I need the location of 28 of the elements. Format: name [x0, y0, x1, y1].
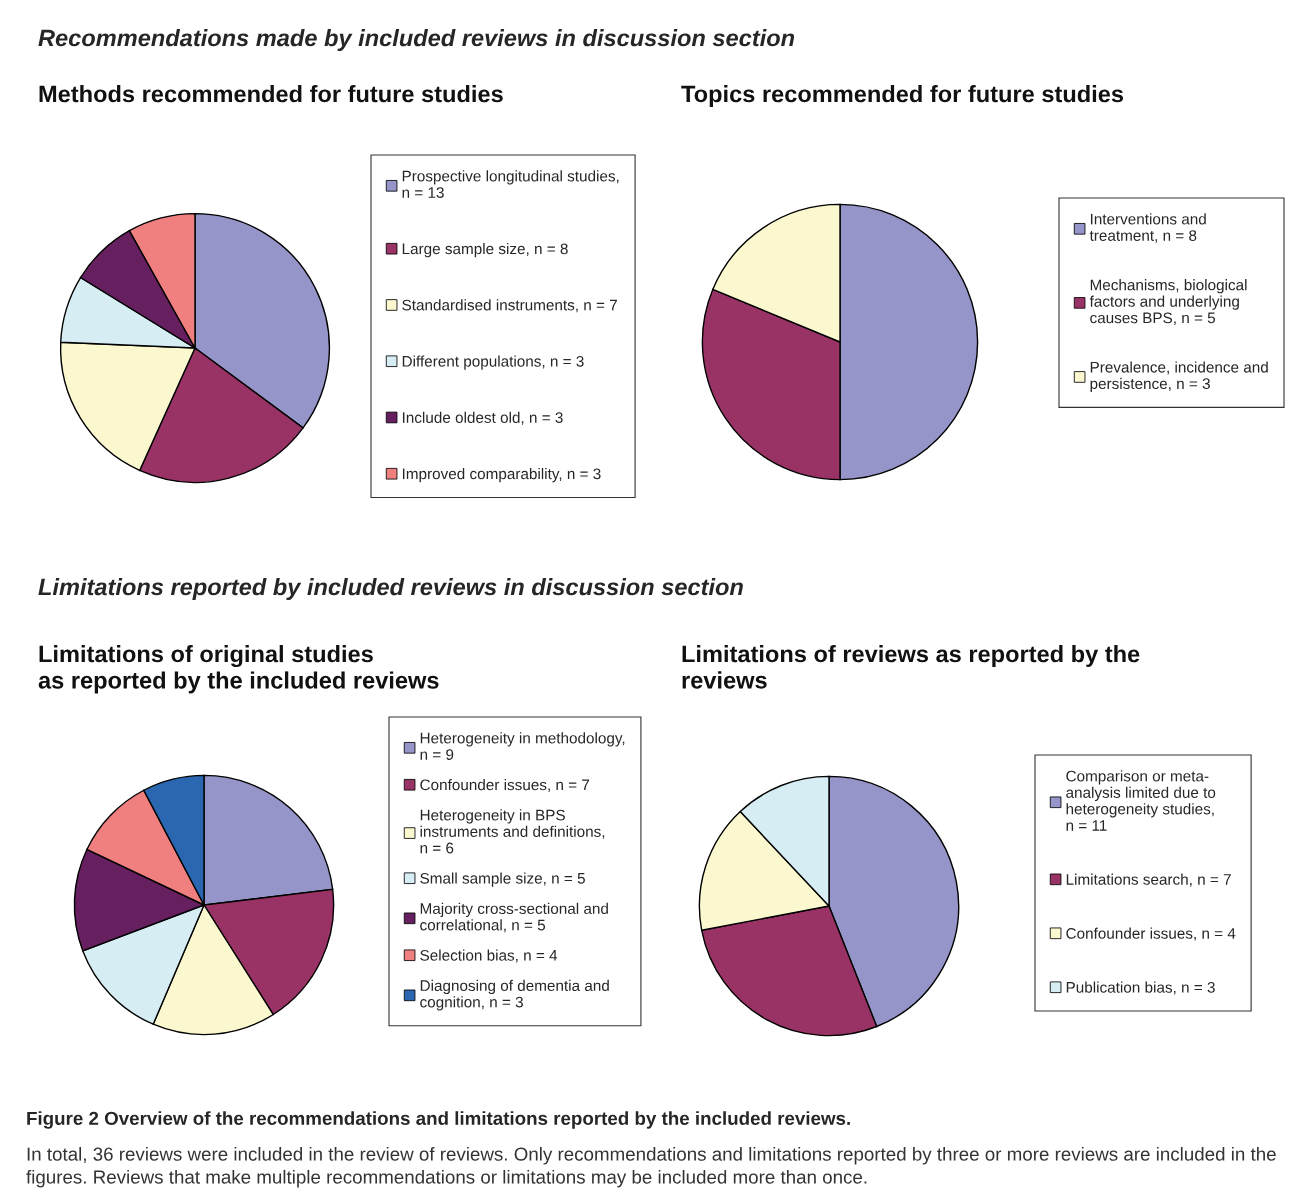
legend-label: Heterogeneity in BPS instruments and definitions, n = 6: [420, 809, 605, 854]
legend-label: Small sample size, n = 5: [420, 872, 585, 887]
legend-label: Heterogeneity in methodology, n = 9: [420, 732, 625, 760]
legend-label: Interventions and treatment, n = 8: [1089, 213, 1206, 243]
legend-label: Publication bias, n = 3: [1066, 981, 1215, 995]
legend-label: Majority cross-sectional and correlational, n = 5: [420, 902, 608, 933]
legend-label: Improved comparability, n = 3: [402, 468, 601, 483]
legend-label: Diagnosing of dementia and cognition, n = 3: [420, 979, 609, 1011]
legend-label: Mechanisms, biological factors and underlying causes BPS, n = 5: [1089, 279, 1247, 326]
text: In total, 36 reviews were included in the review of reviews. Only recommendations and limitations reported by three or more reviews are included in the figures. Reviews that make multiple recommendations or limitations may be included more than once.: [26, 1147, 1276, 1188]
legend-label: Limitations search, n = 7: [1066, 873, 1231, 887]
caption: Figure 2 Overview of the recommendations and limitations reported by the included reviews.: [27, 1111, 850, 1129]
text: Recommendations made by included reviews in discussion section: [38, 29, 795, 51]
text: Limitations reported by included reviews in discussion section: [38, 577, 743, 601]
chart-title: Limitations of original studies as reported by the included reviews: [38, 645, 439, 694]
legend-label: Comparison or meta- analysis limited due to heterogeneity studies, n = 11: [1066, 770, 1216, 831]
chart-title: Topics recommended for future studies: [681, 85, 1124, 107]
legend-label: Standardised instruments, n = 7: [402, 299, 617, 313]
legend-label: Prospective longitudinal studies, n = 13: [402, 170, 619, 198]
legend-label: Confounder issues, n = 4: [1066, 927, 1236, 941]
legend-label: Different populations, n = 3: [402, 355, 584, 370]
legend-label: Selection bias, n = 4: [420, 949, 558, 963]
legend-label: Prevalence, incidence and persistence, n = 3: [1090, 361, 1268, 393]
legend-label: Large sample size, n = 8: [402, 242, 568, 258]
legend-label: Confounder issues, n = 7: [420, 779, 590, 793]
chart-title: Limitations of reviews as reported by the reviews: [682, 645, 1140, 689]
legend-label: Include oldest old, n = 3: [402, 411, 563, 425]
chart-title: Methods recommended for future studies: [39, 85, 503, 103]
